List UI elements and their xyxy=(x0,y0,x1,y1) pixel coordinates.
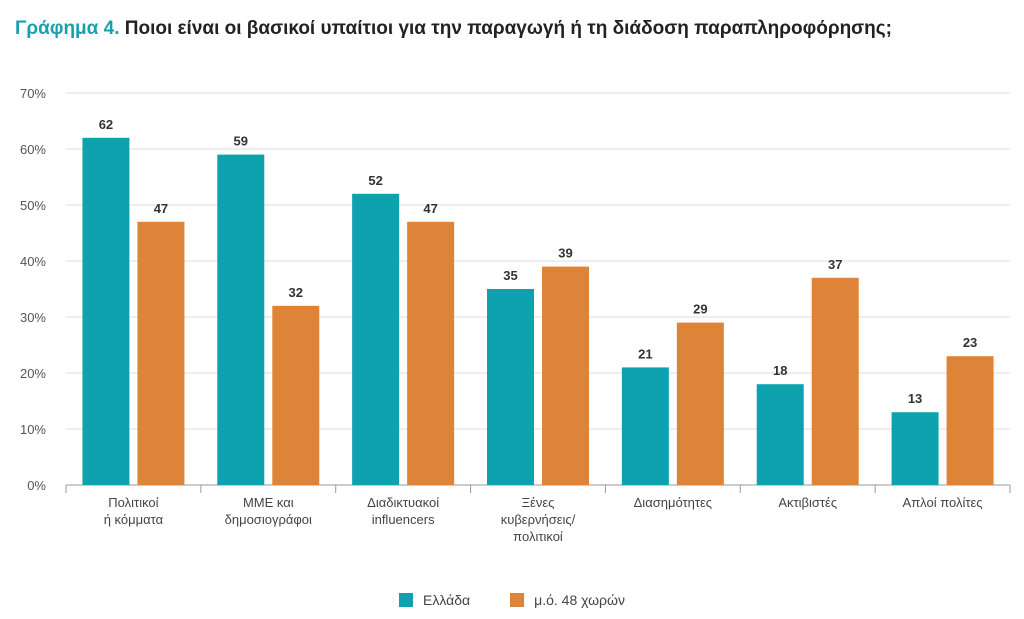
x-tick-label: Διαδικτυακοί influencers xyxy=(367,495,439,527)
y-tick-label: 0% xyxy=(27,478,46,493)
y-tick-label: 40% xyxy=(20,254,46,269)
data-label: 29 xyxy=(693,302,707,317)
x-tick-label-line: Διαδικτυακοί xyxy=(367,495,439,510)
chart-title-number: Γράφημα 4. xyxy=(15,18,120,39)
x-tick-label-line: πολιτικοί xyxy=(513,529,563,544)
data-label: 52 xyxy=(368,173,382,188)
bar-chart: 0% 10% 20% 30% 40% 50% 60% 70% 62 47 Πολιτικοί ή κό… xyxy=(20,86,1011,544)
bar xyxy=(621,367,669,485)
data-label: 23 xyxy=(963,335,977,350)
bar xyxy=(891,412,939,485)
chart-title-text: Ποιοι είναι οι βασικοί υπαίτιοι για την … xyxy=(124,18,892,39)
data-label: 37 xyxy=(828,257,842,272)
x-tick-label: Πολιτικοί ή κόμματα xyxy=(104,495,164,527)
chart-title: Γράφημα 4. Ποιοι είναι οι βασικοί υπαίτι… xyxy=(15,18,892,40)
bar xyxy=(542,266,589,485)
y-tick-label: 30% xyxy=(20,310,46,325)
x-tick-label-line: influencers xyxy=(372,512,435,527)
legend-item-average: μ.ό. 48 χωρών xyxy=(510,592,625,608)
legend: Ελλάδα μ.ό. 48 χωρών xyxy=(0,592,1024,608)
legend-item-greece: Ελλάδα xyxy=(399,592,470,608)
x-tick-label: ΜΜΕ και δημοσιογράφοι xyxy=(225,495,312,527)
bar xyxy=(407,221,455,486)
data-label: 35 xyxy=(503,268,517,283)
bar xyxy=(487,289,534,485)
bar xyxy=(217,154,265,485)
x-tick-label-line: δημοσιογράφοι xyxy=(225,512,312,527)
x-tick-label-line: κυβερνήσεις/ xyxy=(501,512,576,527)
legend-label-average: μ.ό. 48 χωρών xyxy=(534,592,625,608)
data-label: 13 xyxy=(908,391,922,406)
y-tick-label: 50% xyxy=(20,198,46,213)
data-label: 32 xyxy=(289,285,303,300)
y-tick-label: 10% xyxy=(20,422,46,437)
x-tick-label-line: ΜΜΕ και xyxy=(243,495,294,510)
x-tick-label: Διασημότητες xyxy=(634,495,712,510)
data-label: 39 xyxy=(558,246,572,261)
x-tick-label: Ακτιβιστές xyxy=(778,495,837,510)
legend-swatch-greece xyxy=(399,593,414,607)
x-tick-label: Ξένες κυβερνήσεις/πολιτικοί xyxy=(501,495,576,544)
data-label: 62 xyxy=(99,117,113,132)
legend-swatch-average xyxy=(510,593,525,607)
x-tick-label-line: ή κόμματα xyxy=(104,512,164,527)
bar xyxy=(811,277,859,485)
bar xyxy=(756,384,804,485)
x-tick-label-line: Διασημότητες xyxy=(634,495,712,510)
y-tick-label: 20% xyxy=(20,366,46,381)
data-label: 59 xyxy=(234,134,248,149)
bar xyxy=(676,322,724,485)
x-tick-label: Απλοί πολίτες xyxy=(903,495,983,510)
x-tick-label-line: Ξένες xyxy=(522,495,555,510)
data-label: 47 xyxy=(423,201,437,216)
data-label: 47 xyxy=(154,201,168,216)
bar xyxy=(82,137,130,486)
x-tick-label-line: Πολιτικοί xyxy=(108,495,158,510)
data-label: 21 xyxy=(638,346,652,361)
data-label: 18 xyxy=(773,363,787,378)
x-tick-label-line: Ακτιβιστές xyxy=(778,495,837,510)
bar xyxy=(272,305,320,485)
bar xyxy=(946,356,994,485)
x-tick-label-line: Απλοί πολίτες xyxy=(903,495,983,510)
bar xyxy=(137,221,185,486)
bar xyxy=(352,193,400,486)
y-tick-label: 60% xyxy=(20,142,46,157)
legend-label-greece: Ελλάδα xyxy=(423,592,471,608)
y-tick-label: 70% xyxy=(20,86,46,101)
